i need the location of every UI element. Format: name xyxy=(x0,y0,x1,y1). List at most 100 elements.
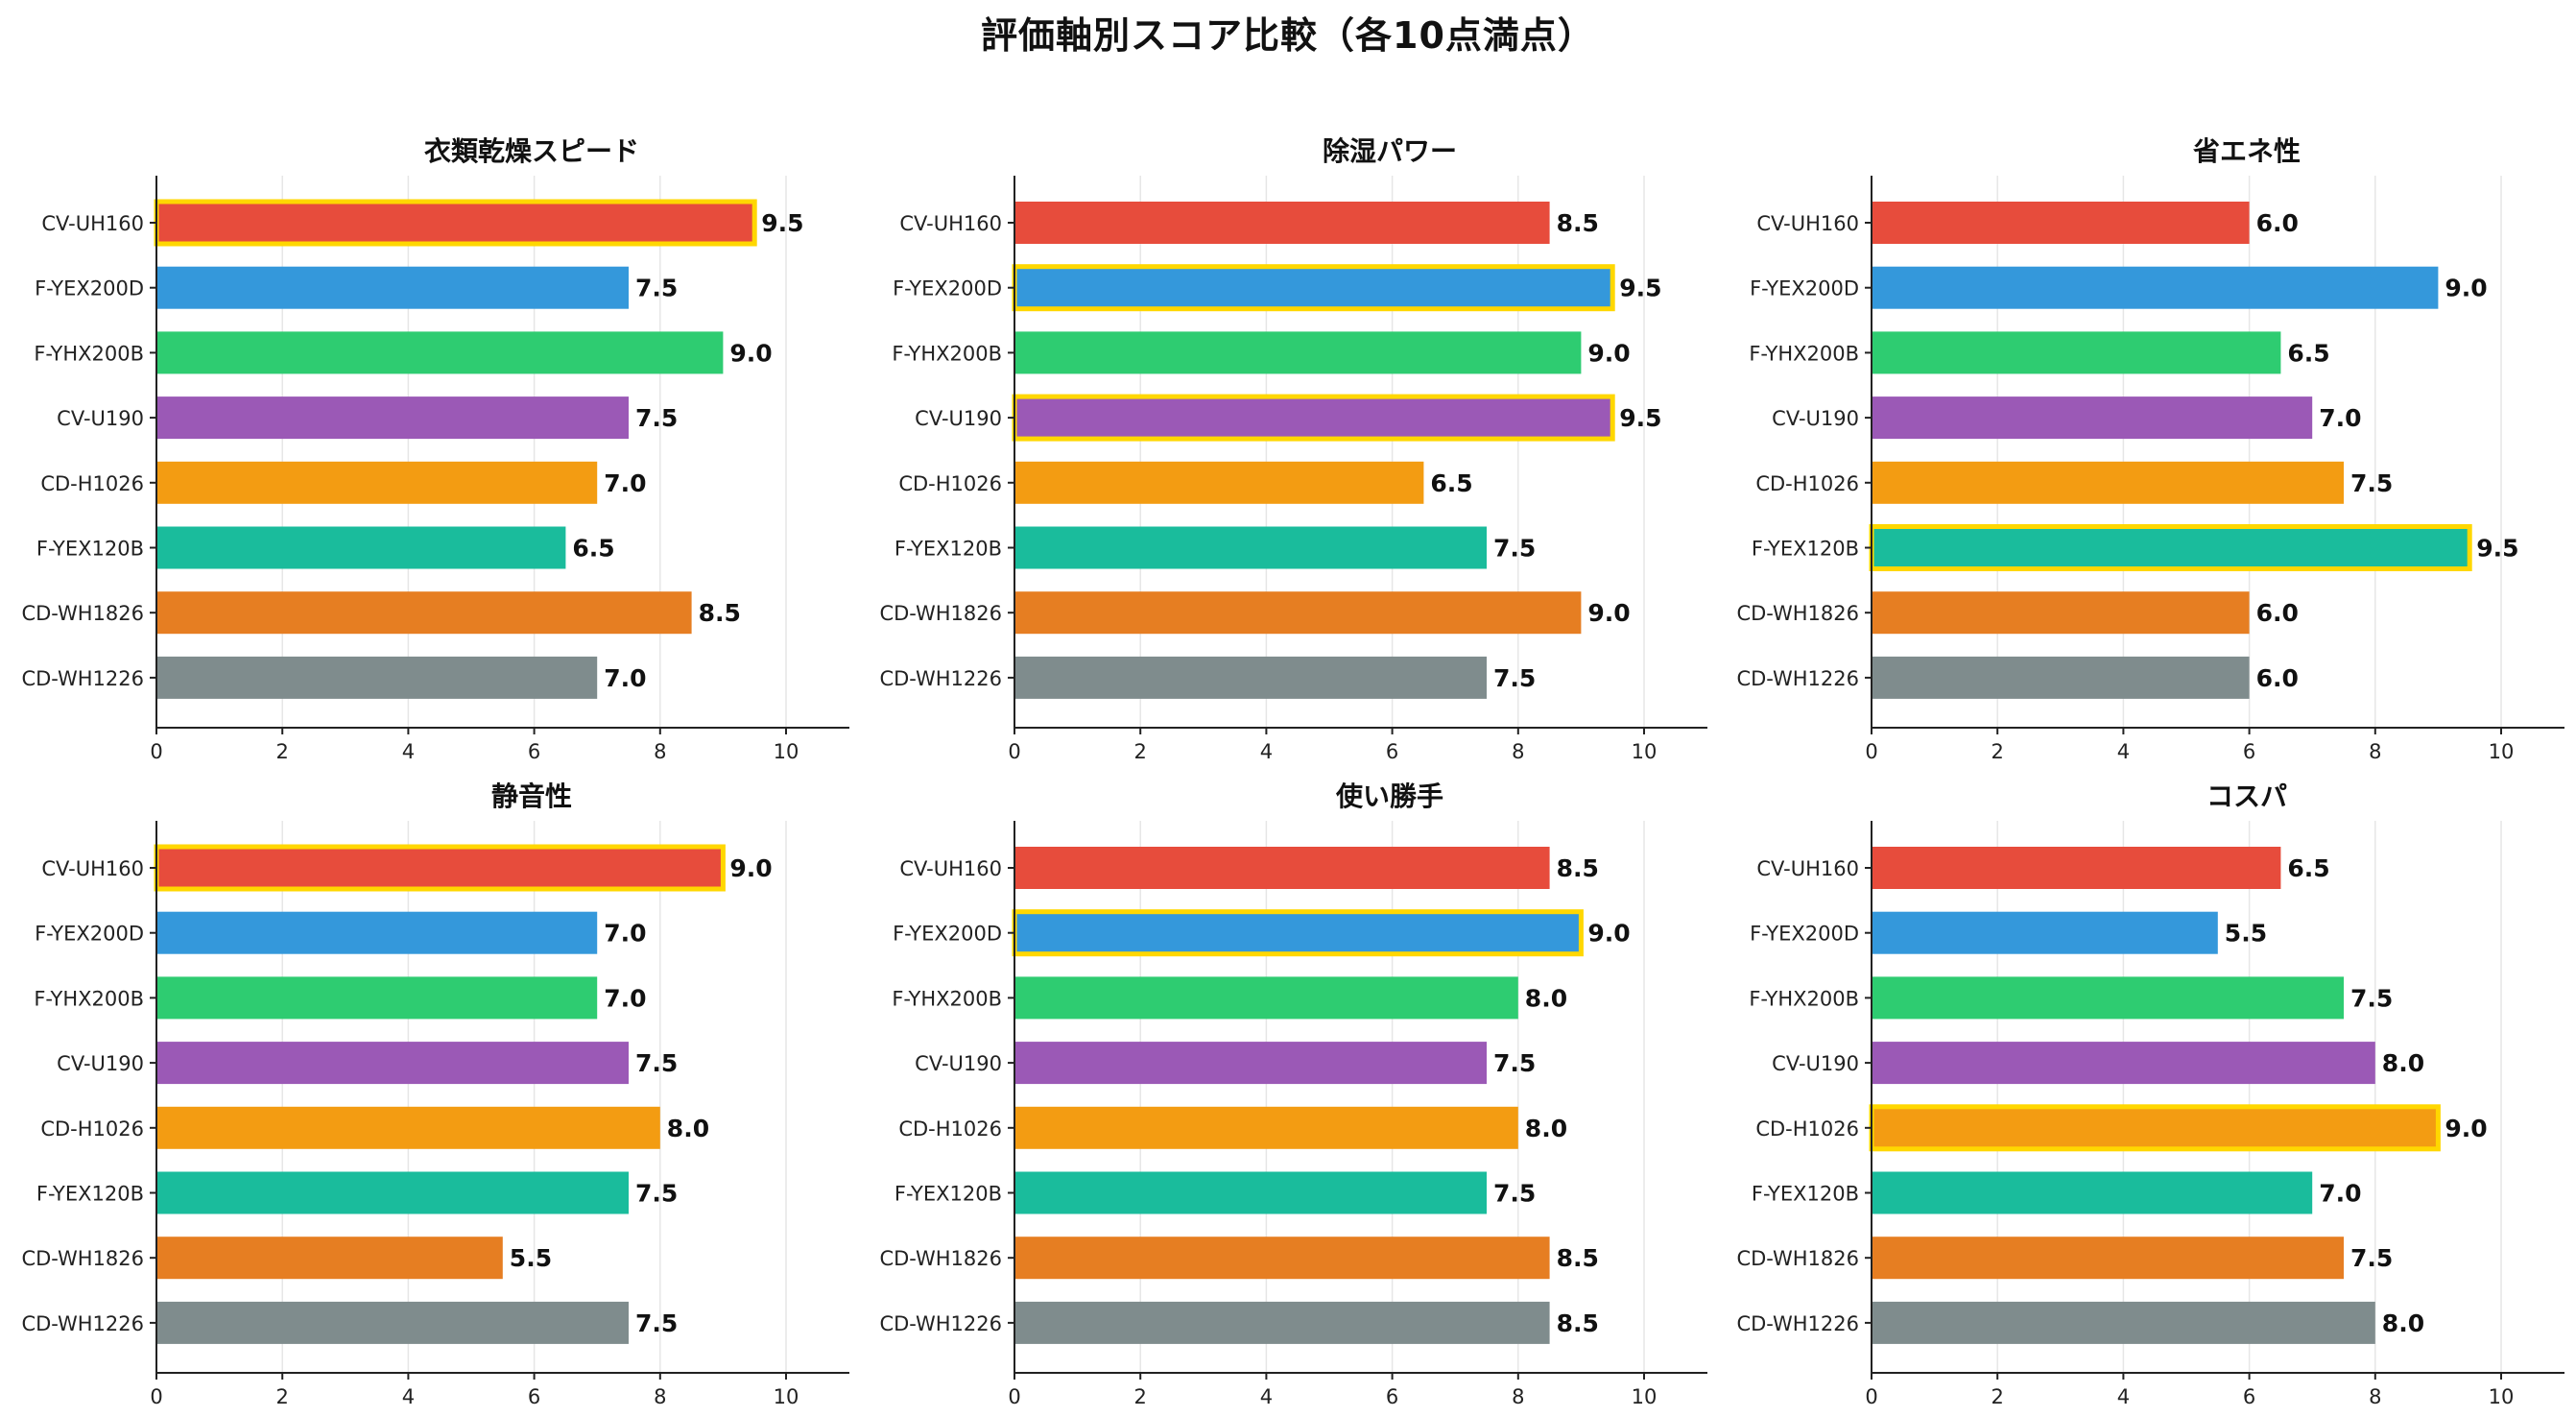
category-label: F-YEX120B xyxy=(36,1183,144,1206)
x-tick-label: 4 xyxy=(2117,740,2130,763)
category-label: CV-UH160 xyxy=(899,212,1002,235)
value-label: 8.0 xyxy=(2382,1049,2424,1077)
bar xyxy=(156,1301,629,1344)
value-label: 6.5 xyxy=(1430,469,1472,497)
value-label: 7.0 xyxy=(604,469,646,497)
value-label: 7.0 xyxy=(604,984,646,1012)
value-label: 9.0 xyxy=(1587,339,1630,367)
x-tick-label: 2 xyxy=(1134,740,1147,763)
value-label: 7.0 xyxy=(2319,404,2361,432)
bar xyxy=(156,591,692,635)
x-tick-label: 4 xyxy=(402,1385,415,1408)
category-label: F-YEX200D xyxy=(893,277,1002,300)
bar-highlighted xyxy=(1869,1104,2441,1152)
category-label: F-YEX200D xyxy=(35,277,144,300)
category-label: F-YHX200B xyxy=(892,342,1002,365)
bar xyxy=(1872,1171,2313,1214)
bar xyxy=(156,976,598,1020)
category-label: CD-WH1226 xyxy=(879,1312,1002,1335)
value-label: 5.5 xyxy=(510,1244,552,1272)
panel-3: 省エネ性 6.0 CV-UH160 9.0 F-YEX200D 6.5 F-YHX200B 7… xyxy=(1736,135,2564,763)
category-label: CD-H1026 xyxy=(1755,1117,1859,1141)
category-label: CD-WH1226 xyxy=(21,1312,144,1335)
value-label: 6.0 xyxy=(2256,209,2299,237)
x-tick-label: 4 xyxy=(402,740,415,763)
bar xyxy=(1014,331,1582,374)
value-label: 8.5 xyxy=(699,599,741,627)
bar xyxy=(156,1042,629,1085)
category-label: F-YHX200B xyxy=(34,987,144,1010)
category-label: CD-WH1226 xyxy=(1736,1312,1859,1335)
bar xyxy=(156,1106,660,1149)
bar xyxy=(156,911,598,954)
value-label: 8.5 xyxy=(1557,1309,1599,1337)
value-label: 8.5 xyxy=(1557,209,1599,237)
x-tick-label: 4 xyxy=(1260,740,1273,763)
value-label: 7.0 xyxy=(604,664,646,692)
category-label: CD-WH1826 xyxy=(1736,602,1859,625)
bar-highlighted xyxy=(1869,524,2472,571)
category-label: CV-U190 xyxy=(915,1052,1002,1075)
x-tick-label: 8 xyxy=(654,740,666,763)
bar xyxy=(1872,656,2250,699)
bar xyxy=(1872,1042,2375,1085)
bar xyxy=(1872,396,2313,440)
x-tick-label: 2 xyxy=(276,1385,289,1408)
category-label: CD-WH1226 xyxy=(1736,667,1859,690)
category-label: CD-WH1226 xyxy=(21,667,144,690)
panel-4: 静音性 9.0 CV-UH160 7.0 F-YEX200D 7.0 F-YHX200B 7.… xyxy=(21,781,849,1408)
value-label: 7.5 xyxy=(2350,469,2393,497)
value-label: 7.0 xyxy=(604,920,646,948)
x-tick-label: 0 xyxy=(150,1385,162,1408)
value-label: 8.0 xyxy=(2382,1309,2424,1337)
bar xyxy=(1014,202,1550,244)
category-label: F-YEX200D xyxy=(1750,923,1859,946)
category-label: CV-UH160 xyxy=(41,857,144,880)
value-label: 7.5 xyxy=(2350,984,2393,1012)
category-label: CV-U190 xyxy=(1772,1052,1859,1075)
category-label: CV-UH160 xyxy=(899,857,1002,880)
value-label: 9.0 xyxy=(729,854,772,882)
category-label: CD-H1026 xyxy=(1755,472,1859,495)
x-tick-label: 0 xyxy=(1865,740,1877,763)
category-label: CD-WH1826 xyxy=(1736,1247,1859,1270)
x-tick-label: 8 xyxy=(2369,740,2381,763)
bar xyxy=(1872,266,2439,309)
bar xyxy=(1014,1042,1487,1085)
bar xyxy=(1014,976,1518,1020)
value-label: 9.5 xyxy=(1619,275,1661,302)
panel-2: 除湿パワー 8.5 CV-UH160 9.5 F-YEX200D 9.0 F-YHX200B… xyxy=(879,135,1707,763)
x-tick-label: 0 xyxy=(1008,740,1020,763)
panel-1: 衣類乾燥スピード 9.5 CV-UH160 7.5 F-YEX200D 9.0 F-YHX2… xyxy=(21,135,849,763)
bar xyxy=(1872,461,2344,504)
value-label: 9.0 xyxy=(1587,599,1630,627)
x-tick-label: 0 xyxy=(150,740,162,763)
x-tick-label: 8 xyxy=(1512,1385,1524,1408)
category-label: CD-WH1826 xyxy=(879,602,1002,625)
value-label: 9.0 xyxy=(1587,920,1630,948)
x-tick-label: 10 xyxy=(2489,740,2515,763)
value-label: 9.0 xyxy=(2445,1115,2487,1142)
panel-title: 使い勝手 xyxy=(1335,781,1443,812)
x-tick-label: 6 xyxy=(528,1385,540,1408)
panel-5: 使い勝手 8.5 CV-UH160 9.0 F-YEX200D 8.0 F-YHX200B 7… xyxy=(879,781,1707,1408)
chart-title: 評価軸別スコア比較（各10点満点） xyxy=(981,14,1595,57)
category-label: CV-UH160 xyxy=(1756,857,1859,880)
bar xyxy=(1872,1237,2344,1280)
bar xyxy=(1872,331,2281,374)
x-tick-label: 6 xyxy=(1386,1385,1398,1408)
bar xyxy=(1014,461,1424,504)
bar-highlighted xyxy=(154,844,726,892)
category-label: CD-H1026 xyxy=(898,1117,1002,1141)
bar xyxy=(1872,591,2250,635)
value-label: 7.5 xyxy=(1493,664,1536,692)
category-label: F-YEX120B xyxy=(1752,538,1859,561)
bar xyxy=(1014,1171,1487,1214)
bar xyxy=(156,526,566,569)
bar-highlighted xyxy=(1012,264,1615,312)
category-label: CV-U190 xyxy=(57,1052,144,1075)
bar xyxy=(1872,911,2218,954)
bar xyxy=(1014,847,1550,889)
value-label: 7.5 xyxy=(635,1309,678,1337)
